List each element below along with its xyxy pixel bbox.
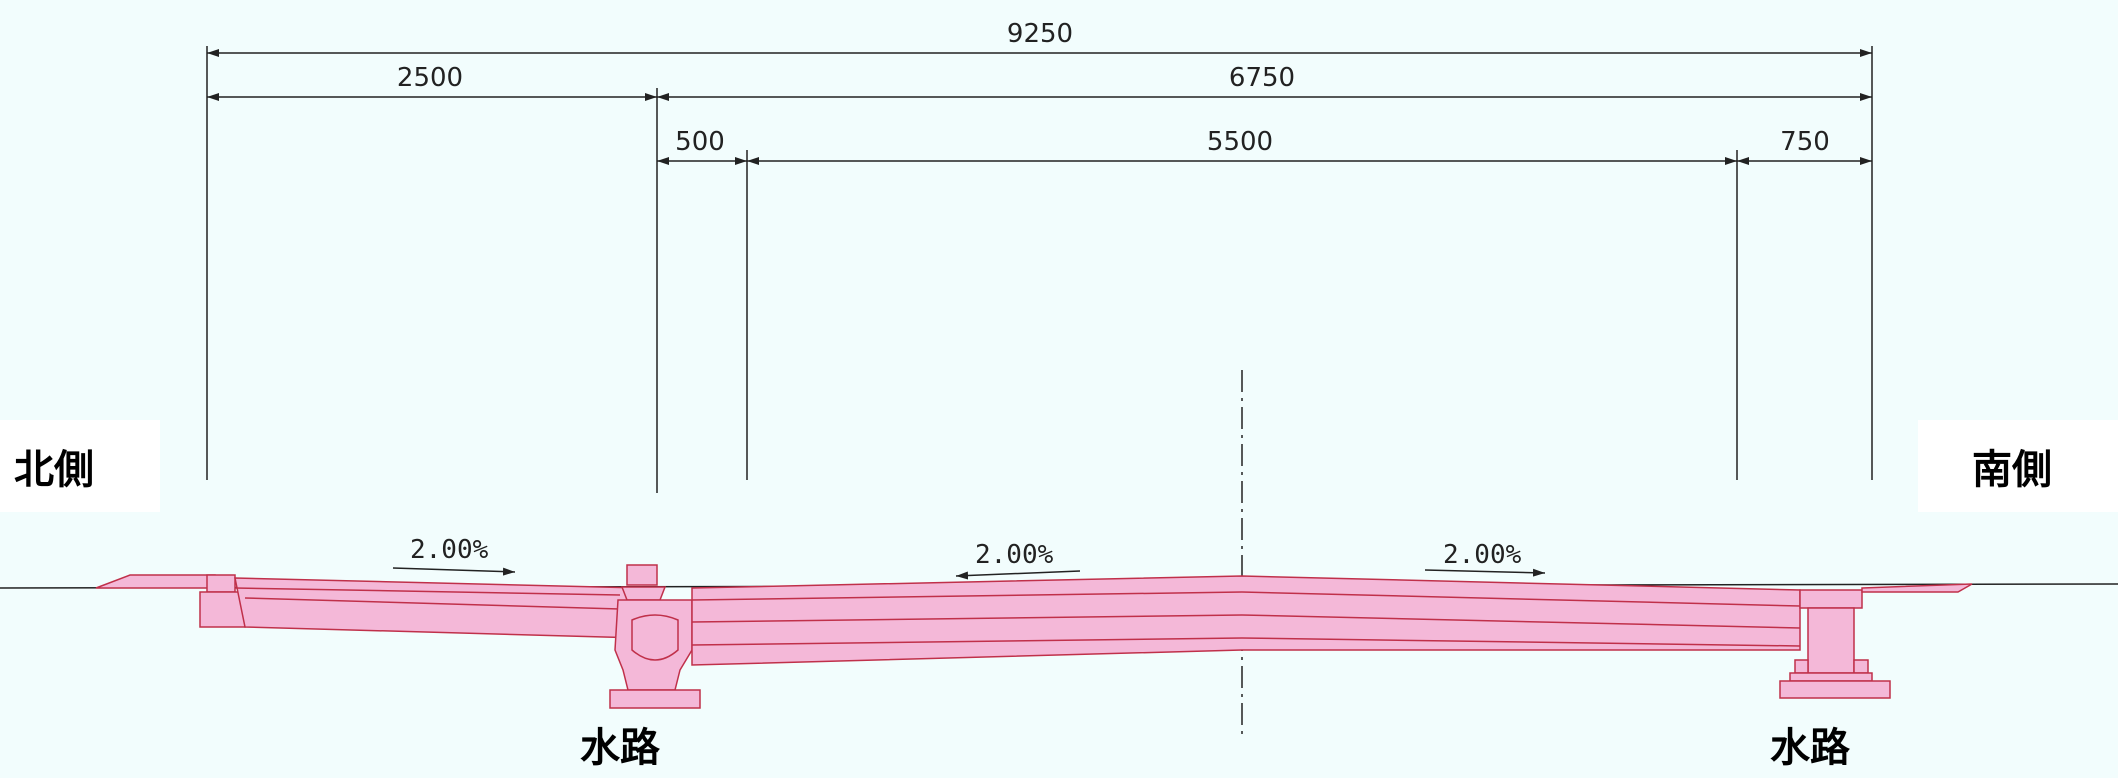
extension-lines (206, 46, 1873, 493)
slope-arrow-right (1424, 568, 1546, 577)
slope-arrow-center (955, 570, 1081, 580)
slope-center: 2.00% (975, 540, 1054, 570)
dim-seg-a: 500 (675, 127, 725, 157)
dim-total: 9250 (1007, 19, 1073, 49)
right-shoulder (1861, 583, 1973, 593)
channel-left-cap (626, 564, 658, 586)
channel-right-base (1779, 680, 1891, 699)
left-curb-lower (199, 591, 246, 628)
north-side-label: 北側 (0, 420, 160, 512)
channel-right-foot (1794, 659, 1809, 674)
channel-right-foot-r (1853, 659, 1869, 674)
channel-right-base-upper (1789, 672, 1873, 682)
slope-arrow-left (392, 567, 516, 576)
channel-left-base (609, 689, 701, 709)
channel-left-label: 水路 (580, 725, 660, 771)
slope-right: 2.00% (1443, 540, 1522, 570)
dim-left: 2500 (397, 63, 463, 93)
channel-right-top (1799, 589, 1863, 609)
dimension-lines (207, 49, 1872, 165)
channel-right-label: 水路 (1770, 725, 1850, 771)
south-side-label: 南側 (1918, 420, 2118, 512)
dim-seg-b: 5500 (1207, 127, 1273, 157)
channel-right-body (1807, 607, 1855, 674)
dim-right: 6750 (1229, 63, 1295, 93)
road-structure (95, 564, 1973, 709)
slope-arrows (392, 567, 1546, 580)
left-sidewalk-edge (95, 574, 216, 589)
channel-left-inner (631, 614, 679, 661)
dim-seg-c: 750 (1780, 127, 1830, 157)
slope-left: 2.00% (410, 535, 489, 565)
channel-left-cap-slope (620, 586, 667, 601)
left-curb-upper (206, 574, 236, 593)
